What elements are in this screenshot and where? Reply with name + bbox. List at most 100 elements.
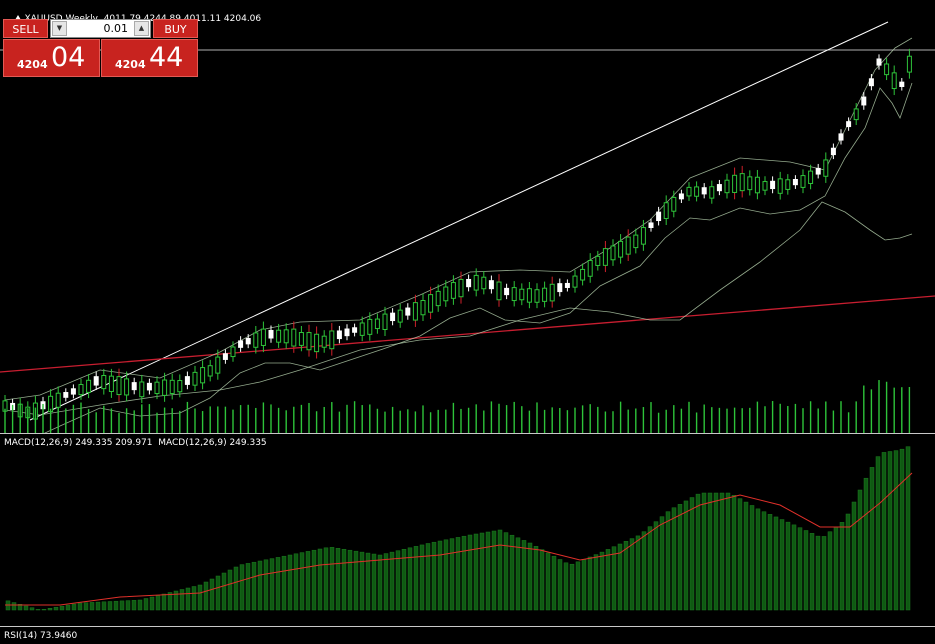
macd-canvas[interactable] — [0, 435, 935, 626]
candle-body — [792, 179, 798, 186]
candle-body — [200, 367, 206, 384]
macd-histogram-bar — [719, 492, 725, 611]
macd-histogram-bar — [431, 541, 437, 611]
candle-body — [580, 268, 586, 281]
candle-body — [488, 280, 494, 290]
candle-body — [838, 133, 844, 141]
sell-price-quote[interactable]: 4204 04 — [3, 39, 100, 77]
macd-histogram-bar — [821, 536, 827, 611]
price-chart-canvas[interactable] — [0, 0, 935, 433]
macd-histogram-bar — [221, 572, 227, 611]
macd-histogram-bar — [239, 564, 245, 611]
candle-body — [868, 78, 874, 87]
candle-body — [770, 180, 776, 190]
candle-body — [86, 379, 92, 393]
macd-histogram-bar — [353, 550, 359, 611]
macd-histogram-bar — [251, 561, 257, 611]
macd-histogram-bar — [809, 533, 815, 611]
candle-body — [618, 240, 624, 258]
macd-histogram-bar — [893, 450, 899, 611]
candle-body — [344, 328, 350, 337]
macd-histogram-bar — [533, 546, 539, 611]
bollinger-upper — [4, 37, 913, 401]
candle-body — [701, 187, 707, 195]
buy-button[interactable]: BUY — [153, 19, 198, 38]
macd-histogram-bar — [461, 535, 467, 611]
lot-increase-icon[interactable]: ▲ — [134, 21, 149, 36]
macd-histogram-bar — [131, 600, 137, 611]
candle-body — [298, 332, 304, 346]
macd-histogram-bar — [767, 514, 773, 611]
buy-price-pips: 44 — [149, 42, 184, 73]
macd-histogram-bar — [839, 522, 845, 611]
macd-histogram-bar — [527, 542, 533, 611]
candle-body — [238, 340, 244, 348]
candle-body — [101, 375, 107, 390]
candle-body — [724, 179, 730, 194]
candle-body — [405, 307, 411, 316]
candle-body — [815, 167, 821, 175]
macd-histogram-bar — [365, 552, 371, 611]
macd-histogram-bar — [167, 592, 173, 611]
lot-decrease-icon[interactable]: ▼ — [52, 21, 67, 36]
macd-histogram-bar — [341, 548, 347, 611]
candle-body — [861, 96, 867, 106]
candle-body — [709, 186, 715, 199]
macd-histogram-bar — [107, 601, 113, 611]
price-chart-pane[interactable]: XAUUSD,Weekly 4011.79 4244.89 4011.11 42… — [0, 0, 935, 434]
candle-body — [602, 248, 608, 266]
macd-histogram-bar — [857, 489, 863, 611]
macd-indicator-pane[interactable]: MACD(12,26,9) 249.335 209.971 MACD(12,26… — [0, 435, 935, 627]
one-click-trading-panel: SELL ▼ ▲ BUY 4204 04 4204 44 — [3, 19, 198, 77]
candle-body — [785, 179, 791, 190]
macd-histogram-bar — [797, 527, 803, 611]
macd-histogram-bar — [101, 601, 107, 611]
macd-histogram-bar — [209, 578, 215, 611]
macd-histogram-bar — [851, 501, 857, 611]
macd-histogram-bar — [197, 584, 203, 611]
macd-histogram-bar — [677, 504, 683, 611]
macd-histogram-bar — [281, 555, 287, 611]
macd-histogram-bar — [11, 602, 17, 611]
candle-body — [146, 382, 152, 391]
macd-histogram-bar — [257, 560, 263, 611]
candle-body — [906, 55, 912, 73]
candle-body — [754, 176, 760, 194]
macd-histogram-bar — [455, 537, 461, 611]
candle-body — [443, 286, 449, 302]
collapse-arrow-icon[interactable] — [15, 15, 22, 20]
candle-body — [291, 328, 297, 347]
macd-histogram-bar — [833, 526, 839, 611]
macd-histogram-bar — [707, 492, 713, 611]
macd-histogram-bar — [695, 493, 701, 611]
macd-histogram-bar — [779, 519, 785, 611]
sell-button[interactable]: SELL — [3, 19, 48, 38]
macd-histogram-bar — [899, 448, 905, 611]
lot-size-input[interactable] — [69, 20, 132, 37]
macd-histogram-bar — [203, 581, 209, 611]
candle-body — [762, 181, 768, 191]
candle-body — [884, 63, 890, 76]
macd-histogram-bar — [551, 555, 557, 611]
candle-body — [314, 333, 320, 353]
candle-body — [519, 288, 525, 301]
candle-body — [542, 287, 548, 302]
candle-body — [830, 147, 836, 156]
macd-histogram-bar — [653, 521, 659, 611]
rsi-indicator-pane[interactable]: RSI(14) 73.9460 — [0, 628, 935, 644]
macd-histogram-bar — [761, 511, 767, 611]
macd-histogram-bar — [293, 553, 299, 611]
buy-price-quote[interactable]: 4204 44 — [101, 39, 198, 77]
candle-body — [572, 275, 578, 288]
macd-histogram-bar — [749, 505, 755, 611]
macd-histogram-bar — [497, 529, 503, 611]
candle-body — [656, 211, 662, 222]
candle-body — [428, 294, 434, 313]
macd-histogram-bar — [467, 534, 473, 611]
macd-label: MACD(12,26,9) 249.335 209.971 MACD(12,26… — [4, 438, 267, 448]
macd-histogram-bar — [425, 543, 431, 611]
candle-body — [359, 322, 365, 336]
macd-histogram-bar — [845, 513, 851, 611]
candle-body — [534, 289, 540, 303]
macd-histogram-bar — [791, 524, 797, 611]
